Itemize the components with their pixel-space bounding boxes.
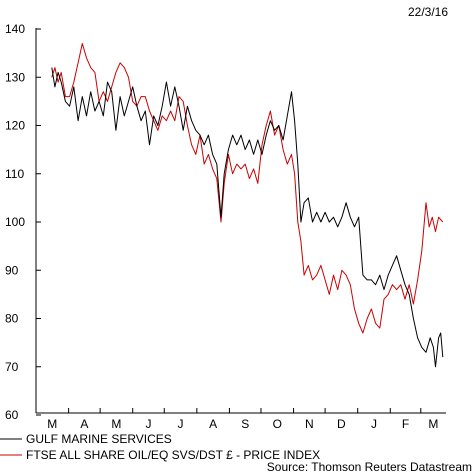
y-tick-label: 130 [5, 70, 25, 84]
x-tick-label: M [47, 417, 57, 431]
y-axis: 60 70 80 90 100 110 120 130 140 [5, 22, 41, 422]
x-tick-label: M [111, 417, 121, 431]
y-tick-label: 80 [5, 312, 19, 326]
series-line-ftse-oil [51, 43, 444, 334]
x-tick-label: S [241, 417, 249, 431]
y-tick-label: 110 [5, 167, 24, 181]
legend-label: GULF MARINE SERVICES [26, 432, 172, 446]
x-tick-label: A [80, 417, 88, 431]
x-tick-label: J [371, 417, 377, 431]
legend-label: FTSE ALL SHARE OIL/EQ SVS/DST £ - PRICE … [26, 448, 320, 462]
x-tick-label: J [178, 417, 184, 431]
date-label: 22/3/16 [408, 5, 448, 19]
x-tick-label: J [145, 417, 151, 431]
x-tick-label: A [209, 417, 217, 431]
y-tick-label: 120 [5, 119, 25, 133]
x-tick-label: O [273, 417, 282, 431]
y-tick-label: 140 [5, 22, 25, 36]
y-tick-label: 60 [5, 408, 19, 422]
plot-lines [51, 43, 444, 368]
legend: GULF MARINE SERVICES FTSE ALL SHARE OIL/E… [0, 432, 320, 462]
x-tick-label: F [402, 417, 409, 431]
x-tick-label: M [428, 417, 438, 431]
series-line-gulf-marine [51, 67, 444, 368]
y-tick-label: 100 [5, 215, 25, 229]
source-note: Source: Thomson Reuters Datastream [267, 460, 472, 474]
x-tick-label: N [305, 417, 314, 431]
y-tick-label: 70 [5, 360, 19, 374]
x-tick-label: D [337, 417, 346, 431]
y-tick-label: 90 [5, 263, 19, 277]
